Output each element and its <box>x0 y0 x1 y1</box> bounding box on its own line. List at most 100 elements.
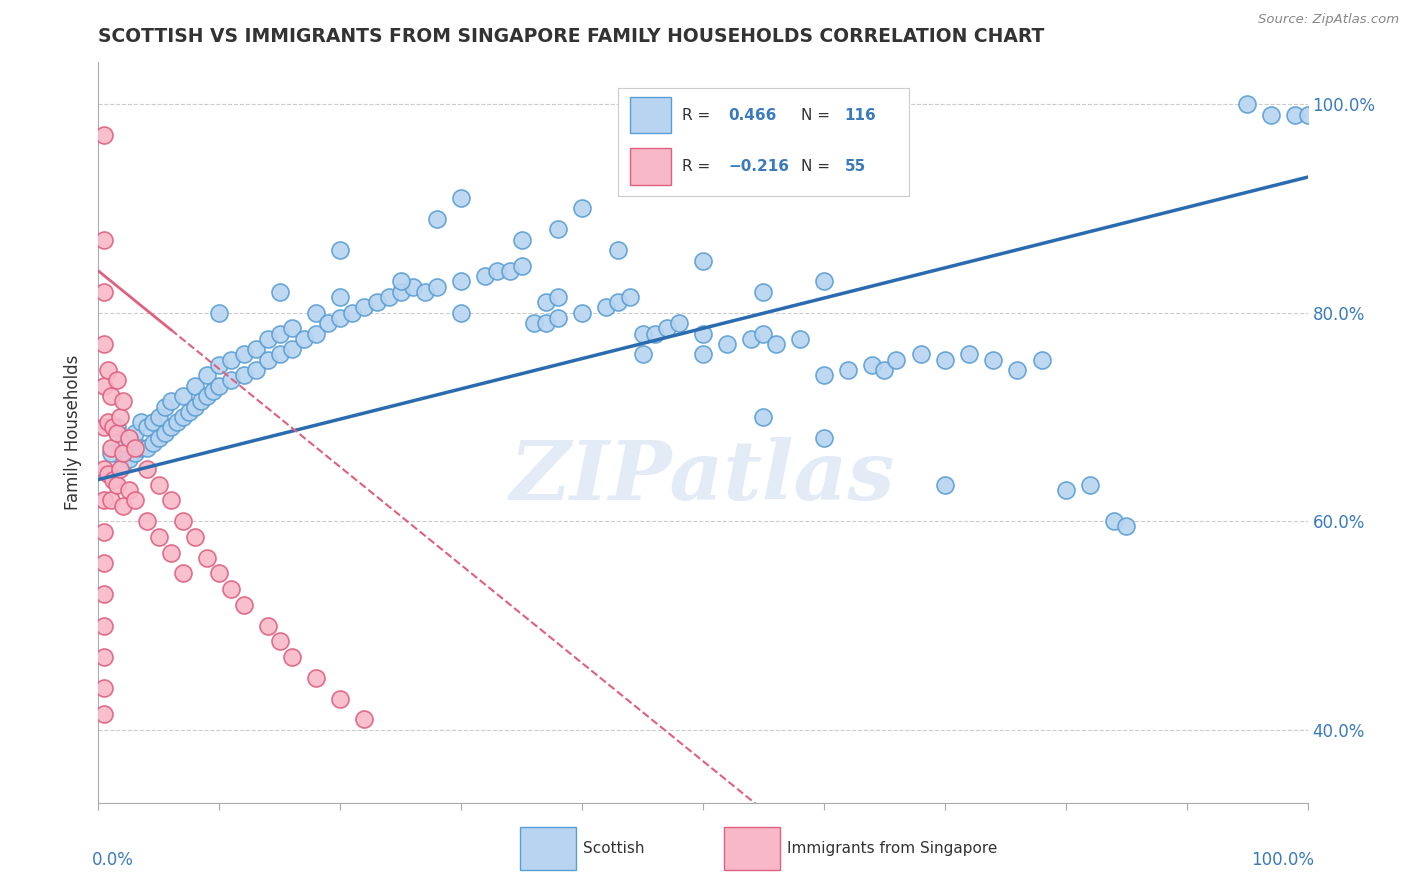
Point <box>873 363 896 377</box>
Text: SCOTTISH VS IMMIGRANTS FROM SINGAPORE FAMILY HOUSEHOLDS CORRELATION CHART: SCOTTISH VS IMMIGRANTS FROM SINGAPORE FA… <box>98 27 1045 45</box>
Text: ZIPatlas: ZIPatlas <box>510 437 896 517</box>
Point <box>184 400 207 414</box>
Point <box>752 326 775 341</box>
Point <box>105 425 128 440</box>
Point <box>426 211 449 226</box>
Point <box>160 493 183 508</box>
Point <box>450 306 472 320</box>
Point <box>93 493 115 508</box>
Point <box>813 274 835 288</box>
Point <box>413 285 436 299</box>
Point <box>111 394 134 409</box>
Point <box>256 332 278 346</box>
Point <box>886 352 908 367</box>
Point <box>202 384 225 398</box>
Point <box>148 409 170 424</box>
Point <box>135 462 157 476</box>
Text: 0.0%: 0.0% <box>93 851 134 869</box>
Point <box>93 618 115 632</box>
Point <box>111 436 134 450</box>
Point <box>692 326 714 341</box>
Point <box>269 347 291 361</box>
Point <box>389 285 412 299</box>
Point <box>108 462 131 476</box>
Point <box>329 691 352 706</box>
Point <box>655 321 678 335</box>
Point <box>160 420 183 434</box>
Point <box>752 285 775 299</box>
Point <box>692 253 714 268</box>
Point <box>129 442 152 456</box>
Point <box>1102 514 1125 528</box>
Point <box>129 415 152 429</box>
Point <box>105 477 128 491</box>
Point <box>232 598 254 612</box>
Point <box>93 128 115 143</box>
Point <box>389 274 412 288</box>
Point <box>100 442 122 456</box>
Point <box>342 306 364 320</box>
Point <box>269 285 291 299</box>
Point <box>195 368 218 383</box>
Point <box>93 649 115 664</box>
Point <box>118 483 141 497</box>
Point <box>547 310 569 325</box>
Point <box>179 405 201 419</box>
Point <box>631 347 654 361</box>
Point <box>1078 477 1101 491</box>
Point <box>195 550 218 565</box>
Point <box>124 493 146 508</box>
Point <box>93 681 115 695</box>
Point <box>93 524 115 539</box>
Point <box>1054 483 1077 497</box>
Point <box>208 378 231 392</box>
Point <box>269 326 291 341</box>
Point <box>118 431 141 445</box>
Point <box>269 634 291 648</box>
Point <box>765 337 787 351</box>
Point <box>934 477 956 491</box>
Point <box>135 420 157 434</box>
Point <box>329 243 352 257</box>
Point <box>450 191 472 205</box>
Point <box>752 409 775 424</box>
Point <box>208 306 231 320</box>
Point <box>93 285 115 299</box>
Point <box>668 316 690 330</box>
Point <box>111 499 134 513</box>
Point <box>510 259 533 273</box>
Point <box>135 442 157 456</box>
Point <box>316 316 339 330</box>
Point <box>292 332 315 346</box>
Point <box>1031 352 1053 367</box>
Point <box>450 274 472 288</box>
Point <box>93 337 115 351</box>
Point <box>172 566 194 581</box>
Point <box>97 467 120 482</box>
Point <box>426 279 449 293</box>
Point <box>101 420 124 434</box>
Point <box>93 378 115 392</box>
Point <box>105 374 128 388</box>
Point <box>172 409 194 424</box>
Point <box>142 415 165 429</box>
Point <box>221 582 243 596</box>
Point <box>789 332 811 346</box>
Point <box>135 514 157 528</box>
Point <box>172 389 194 403</box>
Point <box>402 279 425 293</box>
Point <box>190 394 212 409</box>
Point <box>148 431 170 445</box>
Point <box>534 295 557 310</box>
Point <box>256 618 278 632</box>
Point <box>1115 519 1137 533</box>
Point <box>93 556 115 570</box>
Point <box>510 233 533 247</box>
Point <box>547 290 569 304</box>
Point <box>329 310 352 325</box>
Point <box>305 306 328 320</box>
Point <box>1007 363 1029 377</box>
Point <box>93 420 115 434</box>
Point <box>716 337 738 351</box>
Point <box>97 415 120 429</box>
